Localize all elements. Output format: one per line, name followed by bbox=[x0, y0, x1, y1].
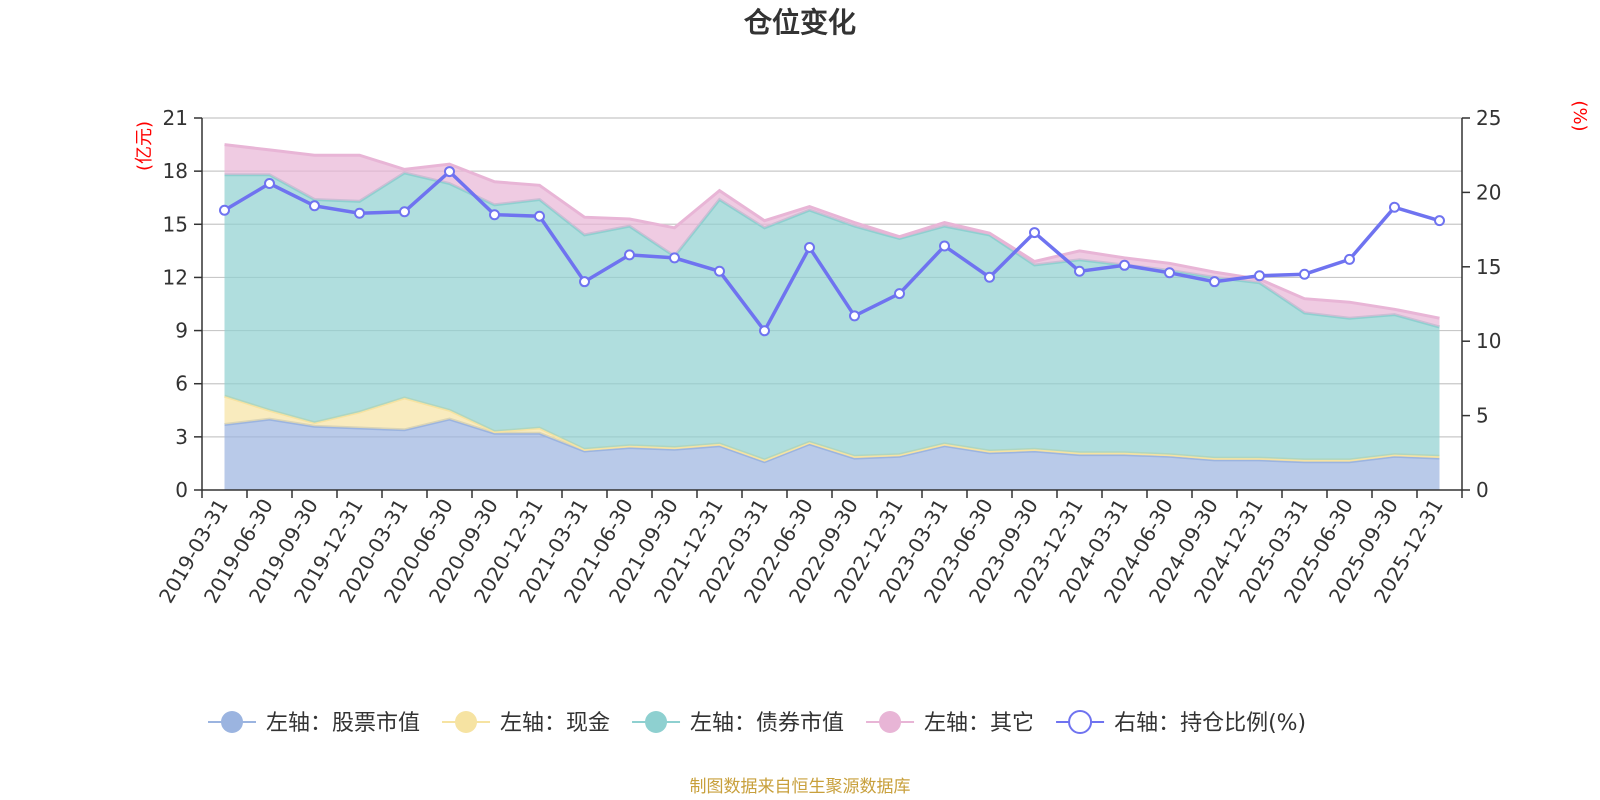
ratio-point[interactable] bbox=[534, 210, 545, 222]
area-stock bbox=[224, 419, 1440, 490]
right-tick-label: 0 bbox=[1476, 478, 1489, 502]
legend-label: 左轴：现金 bbox=[500, 711, 610, 736]
legend-item[interactable]: 右轴：持仓比例(%) bbox=[1056, 710, 1306, 736]
ratio-point[interactable] bbox=[759, 325, 770, 337]
ratio-point[interactable] bbox=[264, 177, 275, 189]
right-tick-label: 25 bbox=[1476, 106, 1501, 130]
right-tick-label: 10 bbox=[1476, 329, 1501, 353]
right-tick-label: 15 bbox=[1476, 255, 1501, 279]
legend-label: 左轴：债券市值 bbox=[690, 711, 844, 736]
left-tick-label: 0 bbox=[175, 478, 188, 502]
ratio-point[interactable] bbox=[354, 207, 365, 219]
ratio-point[interactable] bbox=[669, 252, 680, 264]
ratio-point[interactable] bbox=[1299, 268, 1310, 280]
area-edge-other bbox=[224, 143, 1440, 320]
position-ratio-line bbox=[219, 166, 1445, 337]
ratio-point[interactable] bbox=[399, 206, 410, 218]
legend-item[interactable]: 左轴：债券市值 bbox=[632, 711, 844, 736]
legend-item[interactable]: 左轴：现金 bbox=[442, 711, 610, 736]
left-axis-unit: (亿元) bbox=[134, 121, 155, 171]
stacked-areas bbox=[224, 143, 1440, 490]
ratio-point[interactable] bbox=[939, 240, 950, 252]
legend-item[interactable]: 左轴：股票市值 bbox=[208, 711, 420, 736]
chart-title: 仓位变化 bbox=[744, 6, 856, 39]
ratio-point[interactable] bbox=[894, 288, 905, 300]
left-tick-label: 21 bbox=[163, 106, 188, 130]
legend-item[interactable]: 左轴：其它 bbox=[866, 711, 1034, 736]
legend-marker bbox=[645, 711, 668, 733]
left-tick-label: 15 bbox=[163, 212, 188, 236]
ratio-point[interactable] bbox=[1119, 259, 1130, 271]
legend-marker bbox=[879, 711, 902, 733]
ratio-point[interactable] bbox=[579, 276, 590, 288]
ratio-point[interactable] bbox=[219, 204, 230, 216]
ratio-point[interactable] bbox=[1254, 270, 1265, 282]
left-tick-label: 3 bbox=[175, 425, 188, 449]
area-bond bbox=[224, 172, 1440, 460]
legend-marker bbox=[455, 711, 478, 733]
legend-label: 左轴：其它 bbox=[924, 711, 1034, 736]
ratio-point[interactable] bbox=[1209, 276, 1220, 288]
ratio-point[interactable] bbox=[1389, 201, 1400, 213]
ratio-point[interactable] bbox=[309, 200, 320, 212]
legend-label: 右轴：持仓比例(%) bbox=[1114, 711, 1306, 736]
right-axis-unit: (%) bbox=[1569, 100, 1590, 131]
legend-marker bbox=[1068, 710, 1093, 734]
ratio-point[interactable] bbox=[1029, 227, 1040, 239]
left-tick-label: 6 bbox=[175, 372, 188, 396]
ratio-point[interactable] bbox=[714, 265, 725, 277]
ratio-point[interactable] bbox=[849, 310, 860, 322]
right-tick-label: 5 bbox=[1476, 404, 1489, 428]
right-tick-label: 20 bbox=[1476, 180, 1501, 204]
ratio-point[interactable] bbox=[624, 249, 635, 261]
ratio-point[interactable] bbox=[1434, 215, 1445, 227]
ratio-point[interactable] bbox=[444, 166, 455, 178]
ratio-point[interactable] bbox=[984, 271, 995, 283]
ratio-point[interactable] bbox=[1074, 265, 1085, 277]
area-other bbox=[224, 144, 1440, 327]
ratio-point[interactable] bbox=[489, 209, 500, 221]
left-tick-label: 12 bbox=[163, 265, 188, 289]
source-note: 制图数据来自恒生聚源数据库 bbox=[690, 777, 911, 797]
left-tick-label: 18 bbox=[163, 159, 188, 183]
ratio-line bbox=[223, 169, 1440, 335]
ratio-point[interactable] bbox=[1344, 253, 1355, 265]
left-tick-label: 9 bbox=[175, 319, 188, 343]
ratio-point[interactable] bbox=[1164, 267, 1175, 279]
ratio-point[interactable] bbox=[804, 241, 815, 253]
legend-marker bbox=[221, 711, 243, 733]
legend-label: 左轴：股票市值 bbox=[266, 711, 420, 736]
legend[interactable]: 左轴：股票市值 左轴：现金 左轴：债券市值 左轴：其它 右轴：持仓比例(%) bbox=[208, 710, 1306, 736]
